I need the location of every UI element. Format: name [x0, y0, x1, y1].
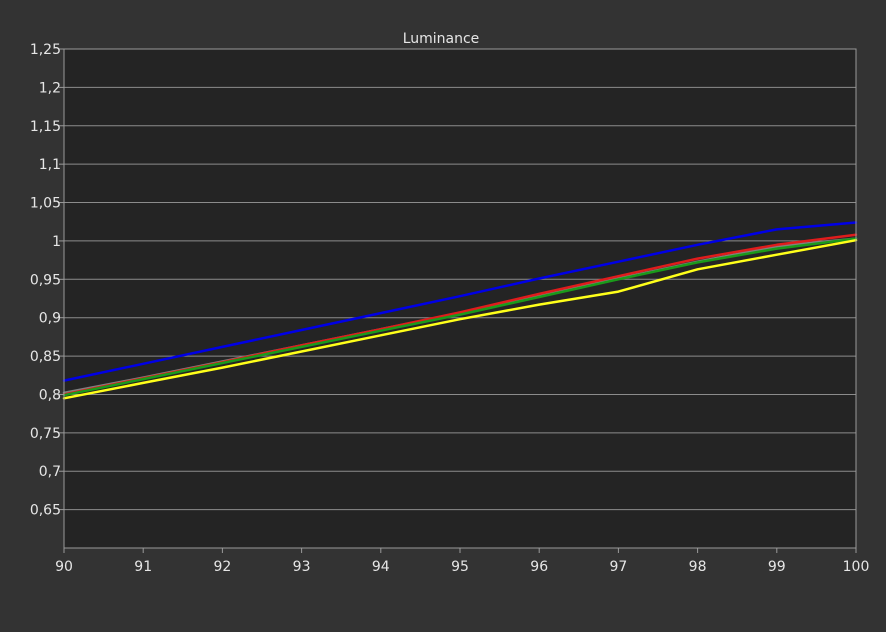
x-tick-label: 91	[134, 559, 152, 575]
x-tick-label: 92	[213, 559, 231, 575]
x-tick-label: 100	[843, 559, 870, 575]
y-tick-label: 0,9	[39, 311, 61, 327]
y-tick-label: 0,95	[30, 272, 61, 288]
x-tick-label: 95	[451, 559, 469, 575]
series-line-1	[62, 221, 858, 382]
y-tick-label: 1,15	[30, 119, 61, 135]
y-tick-label: 1	[52, 234, 61, 250]
series-line-5	[62, 238, 858, 400]
series-line-4	[62, 237, 858, 397]
x-tick-label: 94	[372, 559, 390, 575]
y-tick-label: 1,1	[39, 157, 61, 173]
chart-title: Luminance	[403, 31, 480, 47]
series-lines	[62, 221, 858, 400]
y-tick-label: 1,05	[30, 196, 61, 212]
x-tick-label: 99	[768, 559, 786, 575]
y-tick-label: 1,2	[39, 80, 61, 96]
x-tick-label: 97	[609, 559, 627, 575]
x-tick-label: 98	[689, 559, 707, 575]
x-tick-label: 90	[55, 559, 73, 575]
y-tick-label: 1,25	[30, 42, 61, 58]
y-tick-label: 0,7	[39, 464, 61, 480]
x-tick-label: 93	[293, 559, 311, 575]
y-tick-label: 0,65	[30, 503, 61, 519]
y-axis-ticks: 1,25 1,2 1,15 1,1 1,05 1 0,95 0,9 0,85 0,8 0,75 0,7…	[30, 42, 64, 519]
grid-lines	[64, 48, 856, 511]
x-tick-label: 96	[530, 559, 548, 575]
plot-area	[64, 49, 856, 548]
y-tick-label: 0,8	[39, 387, 61, 403]
y-tick-label: 0,75	[30, 426, 61, 442]
x-axis-ticks: 90 91 92 93 94 95 96 97 98 99 100	[55, 548, 869, 575]
y-tick-label: 0,85	[30, 349, 61, 365]
